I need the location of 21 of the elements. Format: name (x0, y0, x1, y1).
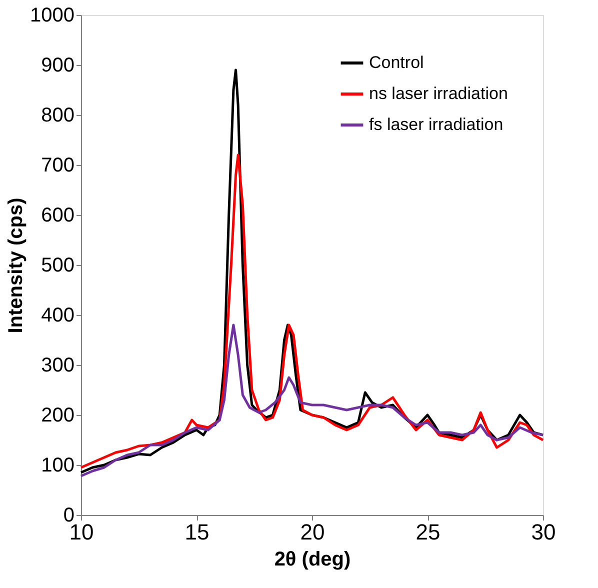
line-series (80, 324, 544, 478)
x-tick-label: 20 (300, 520, 325, 544)
line-series (80, 154, 544, 469)
y-tick-label: 1000 (30, 4, 74, 26)
x-tick-label: 15 (184, 520, 210, 544)
x-tick-label: 30 (531, 520, 556, 544)
y-tick-label: 500 (41, 254, 74, 276)
y-tick-label: 600 (41, 204, 74, 226)
legend-label: Control (369, 53, 424, 72)
y-axis-title: Intensity (cps) (5, 198, 28, 334)
y-tick-label: 800 (41, 104, 74, 126)
x-tick-label: 25 (416, 520, 440, 544)
y-tick-label: 100 (41, 454, 74, 476)
y-tick-label: 700 (41, 154, 74, 176)
y-tick-label: 900 (41, 54, 74, 76)
legend-label: fs laser irradiation (369, 115, 504, 134)
legend-label: ns laser irradiation (369, 84, 508, 103)
y-tick-label: 200 (41, 404, 74, 426)
y-tick-label: 400 (41, 304, 74, 326)
x-axis-title: 2θ (deg) (274, 548, 351, 570)
y-tick-label: 300 (41, 354, 74, 376)
